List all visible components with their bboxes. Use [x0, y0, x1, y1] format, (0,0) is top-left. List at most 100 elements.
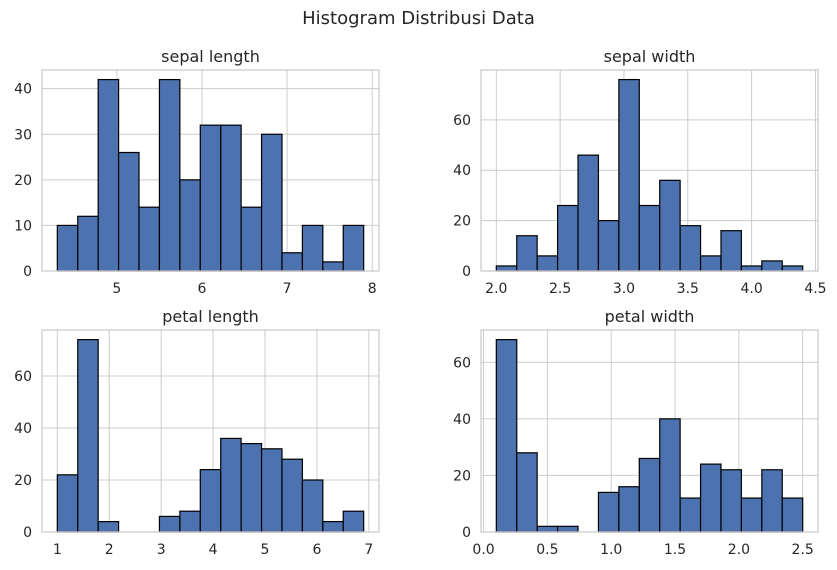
histogram-bar	[761, 260, 783, 272]
x-tick-label: 1.0	[600, 542, 622, 558]
histogram-bar	[536, 255, 559, 272]
histogram-bar	[618, 78, 640, 272]
x-tick-label: 5	[112, 281, 121, 297]
histogram-bar	[781, 497, 804, 533]
x-tick-label: 0.0	[472, 542, 494, 558]
histogram-bar	[761, 469, 783, 533]
y-tick-label: 0	[23, 264, 32, 280]
panel-title: petal length	[162, 307, 259, 326]
histogram-bar	[781, 265, 804, 272]
histogram-bar	[220, 437, 242, 533]
histogram-bar	[158, 515, 181, 533]
panel-sepal-length: 5 6 7 8 0 10 20 30 40 sepal length	[14, 47, 380, 297]
histogram-bar	[220, 124, 242, 272]
y-tick-label: 0	[23, 525, 32, 541]
histogram-bar	[720, 469, 743, 533]
x-tick-label: 3.5	[677, 281, 699, 297]
x-tick-label: 8	[368, 281, 377, 297]
histogram-bar	[679, 225, 702, 272]
x-tick-label: 2.0	[728, 542, 750, 558]
axes-frame	[480, 329, 819, 533]
y-tick-label: 20	[453, 468, 471, 484]
x-tick-label: 4	[209, 542, 218, 558]
y-tick-label: 10	[14, 218, 32, 234]
axes-frame	[41, 329, 380, 533]
x-tick-label: 3	[157, 542, 166, 558]
histogram-bar	[260, 448, 283, 533]
x-tick-label: 6	[312, 542, 321, 558]
y-tick-label: 20	[14, 473, 32, 489]
y-tick-label: 40	[14, 421, 32, 437]
y-tick-label: 30	[14, 127, 32, 143]
y-tick-label: 0	[462, 264, 471, 280]
histogram-bar	[659, 418, 681, 533]
histogram-bar	[117, 151, 140, 272]
histogram-bar	[179, 510, 201, 533]
histogram-bar	[97, 78, 120, 272]
histogram-bar	[301, 479, 324, 533]
histogram-bar	[659, 179, 681, 272]
histogram-bar	[342, 224, 365, 272]
panel-title: sepal width	[604, 47, 696, 66]
x-tick-label: 2.5	[549, 281, 571, 297]
y-tick-label: 40	[453, 412, 471, 428]
histogram-bar	[720, 230, 743, 272]
histogram-bar	[281, 252, 304, 272]
histogram-bar	[179, 179, 201, 272]
histogram-bar	[322, 261, 344, 272]
histogram-bar	[597, 491, 620, 533]
y-tick-label: 20	[14, 173, 32, 189]
histogram-bar	[342, 510, 365, 533]
histogram-bar	[260, 133, 283, 272]
histogram-bar	[699, 255, 722, 272]
histogram-bar	[638, 457, 661, 533]
y-tick-label: 0	[462, 525, 471, 541]
histogram-bar	[138, 206, 161, 272]
axes-frame	[41, 69, 380, 272]
y-tick-label: 60	[453, 113, 471, 129]
histogram-bar	[740, 497, 763, 533]
histogram-bar	[536, 525, 559, 533]
histogram-bar	[495, 339, 518, 533]
histogram-bar	[556, 525, 579, 533]
x-tick-label: 5	[261, 542, 270, 558]
histogram-bar	[322, 521, 344, 533]
histogram-bar	[740, 265, 763, 272]
histogram-bar	[77, 339, 99, 533]
histogram-bar	[158, 78, 181, 272]
histogram-bar	[77, 215, 99, 272]
y-tick-label: 60	[453, 355, 471, 371]
histogram-bar	[56, 474, 79, 533]
axes-frame	[480, 69, 819, 272]
histogram-bar	[199, 124, 222, 272]
panel-sepal-width: 2.0 2.5 3.0 3.5 4.0 4.5 0 20 40 60 sepal width	[453, 47, 826, 297]
histogram-bar	[56, 224, 79, 272]
panel-title: petal width	[605, 307, 695, 326]
x-tick-label: 2.5	[792, 542, 814, 558]
histogram-bar	[240, 443, 263, 533]
x-tick-label: 3.0	[613, 281, 635, 297]
histogram-bar	[97, 521, 120, 533]
histogram-bar	[281, 458, 304, 533]
y-tick-label: 20	[453, 214, 471, 230]
x-tick-label: 1.5	[664, 542, 686, 558]
histogram-bar	[301, 224, 324, 272]
panel-petal-width: 0.0 0.5 1.0 1.5 2.0 2.5 0 20 40 60 petal width	[453, 307, 819, 558]
histogram-bar	[516, 235, 538, 272]
x-tick-label: 4.5	[804, 281, 826, 297]
x-tick-label: 7	[364, 542, 373, 558]
histogram-bar	[199, 469, 222, 533]
y-tick-label: 40	[14, 82, 32, 98]
panel-petal-length: 1 2 3 4 5 6 7 0 20 40 60 petal length	[14, 307, 380, 558]
histogram-bar	[495, 265, 518, 272]
histogram-bar	[577, 154, 600, 272]
y-tick-label: 40	[453, 163, 471, 179]
panel-title: sepal length	[161, 47, 260, 66]
x-tick-label: 2	[105, 542, 114, 558]
x-tick-label: 0.5	[536, 542, 558, 558]
x-tick-label: 2.0	[485, 281, 507, 297]
histogram-bar	[556, 204, 579, 272]
figure-title: Histogram Distribusi Data	[302, 8, 535, 29]
